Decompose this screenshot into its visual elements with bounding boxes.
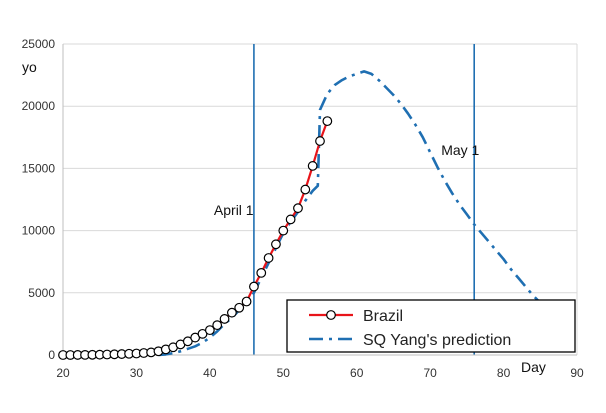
data-point-brazil (249, 281, 259, 292)
y-tick-label: 20000 (22, 99, 56, 113)
data-point-brazil (300, 184, 311, 195)
data-point-brazil (219, 314, 230, 324)
y-tick-label: 25000 (22, 37, 56, 51)
data-point-brazil (307, 161, 318, 171)
data-point-brazil (293, 203, 303, 214)
text-group: 0 5000 10000 15000 20000 25000 20 30 40 50 60 70 80 9… (22, 37, 584, 380)
legend-marker-brazil (326, 310, 336, 320)
x-axis-title: Day (521, 359, 546, 375)
legend-box (286, 299, 576, 353)
x-tick-label: 60 (350, 366, 364, 380)
y-tick-label: 10000 (22, 224, 56, 238)
x-tick-label: 30 (130, 366, 144, 380)
legend: Brazil SQ Yang's prediction (286, 299, 576, 353)
x-tick-label: 70 (423, 366, 437, 380)
series-line-prediction (158, 70, 578, 357)
data-point-brazil (285, 214, 296, 225)
data-point-brazil (271, 239, 281, 250)
annotation-label: April 1 (214, 202, 254, 218)
data-point-brazil (212, 320, 223, 331)
data-point-brazil (204, 325, 215, 336)
data-point-brazil (241, 296, 252, 307)
data-point-brazil (263, 253, 274, 263)
legend-label-prediction: SQ Yang's prediction (363, 332, 511, 349)
x-tick-label: 20 (56, 366, 70, 380)
y-tick-label: 15000 (22, 161, 56, 175)
series-group (58, 70, 578, 360)
y-tick-label: 0 (48, 348, 55, 362)
x-tick-label: 90 (570, 366, 584, 380)
legend-label-brazil: Brazil (363, 308, 403, 325)
y-tick-label: 5000 (28, 286, 55, 300)
x-tick-label: 40 (203, 366, 217, 380)
data-point-brazil (256, 267, 267, 278)
x-tick-label: 80 (497, 366, 511, 380)
data-point-brazil (322, 116, 333, 127)
data-point-brazil (315, 136, 325, 146)
y-axis-title: yo (22, 59, 37, 75)
x-tick-label: 50 (277, 366, 291, 380)
annotation-label: May 1 (441, 142, 479, 158)
data-point-brazil (226, 307, 237, 318)
data-point-brazil (278, 225, 289, 236)
data-point-brazil (234, 302, 245, 313)
